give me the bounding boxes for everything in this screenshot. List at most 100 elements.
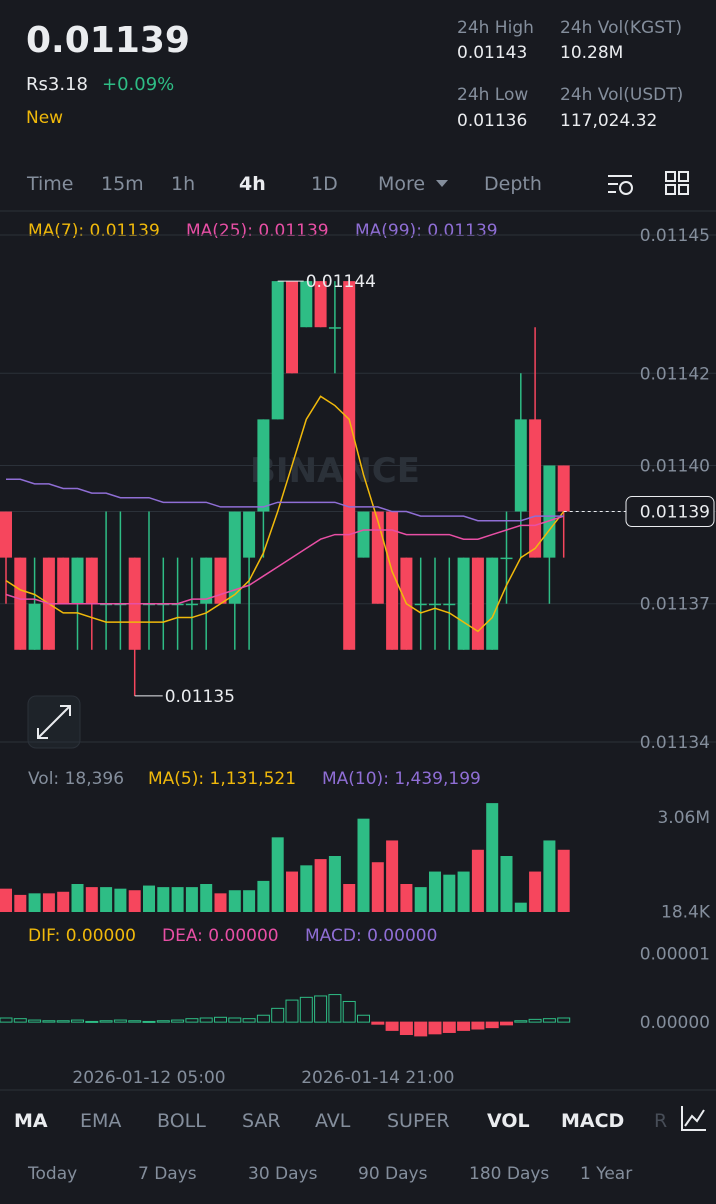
- candle-body: [57, 557, 70, 604]
- volume-bar: [57, 891, 70, 912]
- y-tick-label: 0.00000: [640, 1013, 710, 1033]
- candle-body: [85, 557, 98, 604]
- stat-value: 117,024.32: [560, 111, 657, 131]
- volume-bar: [328, 856, 341, 912]
- volume-bar: [500, 856, 513, 912]
- stat-label: 24h Low: [457, 85, 528, 105]
- volume-bar: [314, 859, 327, 912]
- macd-bar: [199, 1017, 213, 1023]
- indicator-tabs: MA EMA BOLL SAR AVL SUPER VOL MACD RS: [14, 1100, 716, 1140]
- layout-icon[interactable]: [665, 171, 689, 195]
- period[interactable]: 30 Days: [248, 1164, 318, 1184]
- tab-active[interactable]: 4h: [239, 173, 266, 195]
- macd-bar: [113, 1019, 127, 1023]
- y-tick-label: 0.01137: [640, 595, 710, 615]
- settings-icon[interactable]: [608, 175, 633, 195]
- y-tick-label: 3.06M: [657, 808, 710, 828]
- indicator[interactable]: EMA: [80, 1110, 121, 1132]
- indicator[interactable]: BOLL: [157, 1110, 206, 1132]
- volume-bar: [157, 887, 170, 912]
- macd-bar: [285, 999, 299, 1023]
- legend-entry: MA(7): 0.01139: [28, 221, 160, 241]
- indicator[interactable]: MACD: [561, 1110, 624, 1132]
- macd-bar: [13, 1018, 27, 1023]
- stat-label: 24h Vol(USDT): [560, 85, 683, 105]
- legend-entry: MA(10): 1,439,199: [322, 769, 481, 789]
- y-tick-label: 0.01142: [640, 364, 710, 384]
- macd-bar: [471, 1021, 485, 1030]
- tab[interactable]: 15m: [101, 173, 144, 195]
- macd-bar: [242, 1018, 256, 1023]
- macd-bar: [214, 1016, 227, 1023]
- stat-value: 0.01136: [457, 111, 527, 131]
- candle-body: [457, 557, 470, 650]
- volume-bar: [200, 884, 213, 912]
- macd-bar: [42, 1020, 56, 1023]
- candle-body: [185, 603, 198, 606]
- volume-bar: [471, 849, 484, 912]
- volume-bar: [343, 884, 356, 912]
- macd-bar: [71, 1019, 84, 1023]
- candle-body: [286, 281, 298, 374]
- stat-label: 24h Vol(KGST): [560, 18, 682, 38]
- period[interactable]: 1 Year: [580, 1164, 632, 1184]
- tab[interactable]: More: [378, 173, 425, 195]
- stat-value: 0.01143: [457, 43, 527, 63]
- macd-bar: [385, 1021, 399, 1031]
- candle-body: [214, 557, 227, 604]
- macd-bar: [28, 1019, 42, 1023]
- macd-bar: [399, 1021, 413, 1036]
- candle-body: [471, 557, 484, 650]
- x-tick-label: 2026-01-12 05:00: [72, 1068, 225, 1088]
- indicator[interactable]: VOL: [487, 1110, 530, 1132]
- candle-body: [71, 557, 84, 604]
- tab[interactable]: Time: [26, 173, 74, 195]
- period[interactable]: Today: [27, 1164, 77, 1184]
- legend-entry: MA(5): 1,131,521: [148, 769, 296, 789]
- chart-icon[interactable]: [681, 1106, 706, 1131]
- volume-bar: [400, 884, 413, 912]
- indicator[interactable]: SAR: [242, 1110, 281, 1132]
- macd-bar: [185, 1018, 199, 1023]
- dropdown-arrow: [436, 180, 448, 187]
- tab[interactable]: 1D: [311, 173, 338, 195]
- y-tick-label: 0.01134: [640, 733, 710, 753]
- macd-bar: [342, 1000, 356, 1023]
- volume-bar: [243, 890, 256, 912]
- candle-body: [371, 511, 384, 604]
- volume-bar: [171, 887, 184, 912]
- tab[interactable]: 1h: [171, 173, 195, 195]
- candle-body: [486, 557, 499, 650]
- volume-bar: [100, 887, 113, 912]
- candle-body: [357, 511, 370, 558]
- volume-bar: [514, 902, 527, 912]
- high-label: 0.01144: [306, 272, 376, 292]
- volume-bar: [114, 888, 127, 912]
- stat-value: 10.28M: [560, 43, 623, 63]
- indicator[interactable]: AVL: [315, 1110, 351, 1132]
- tab[interactable]: Depth: [484, 173, 542, 195]
- candle-body: [0, 511, 12, 558]
- macd-bar: [299, 996, 313, 1023]
- candle-body: [414, 603, 427, 606]
- macd-bar: [85, 1020, 99, 1023]
- candle-body: [28, 603, 41, 650]
- macd-bar: [99, 1020, 113, 1023]
- macd-bar: [557, 1017, 571, 1023]
- candle-body: [328, 327, 341, 329]
- volume-bar: [443, 874, 456, 912]
- period[interactable]: 90 Days: [358, 1164, 428, 1184]
- candle-body: [243, 511, 256, 558]
- last-price-box: [625, 496, 715, 528]
- interval-tabs: Time 15m 1h 4h 1D More Depth: [26, 171, 689, 195]
- macd-bar: [228, 1017, 242, 1023]
- fiat-price: Rs3.18: [26, 74, 88, 95]
- last-price-label: 0.01139: [640, 503, 710, 523]
- indicator[interactable]: SUPER: [387, 1110, 450, 1132]
- candle-body: [300, 281, 313, 328]
- indicator[interactable]: MA: [14, 1110, 48, 1132]
- volume-bar: [457, 871, 470, 912]
- period[interactable]: 7 Days: [138, 1164, 197, 1184]
- period[interactable]: 180 Days: [469, 1164, 549, 1184]
- macd-bar: [328, 994, 342, 1023]
